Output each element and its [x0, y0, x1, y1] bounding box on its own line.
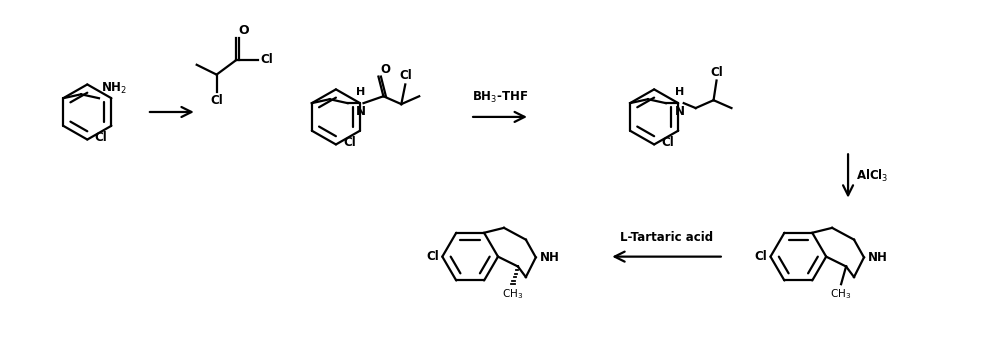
Text: Cl: Cl [755, 250, 768, 263]
Text: Cl: Cl [710, 65, 723, 79]
Text: Cl: Cl [343, 136, 356, 149]
Text: Cl: Cl [427, 250, 439, 263]
Text: Cl: Cl [399, 70, 412, 82]
Text: CH$_3$: CH$_3$ [502, 287, 524, 301]
Text: NH: NH [540, 251, 560, 264]
Text: Cl: Cl [95, 131, 107, 144]
Text: BH$_3$-THF: BH$_3$-THF [472, 90, 528, 105]
Text: NH$_2$: NH$_2$ [101, 81, 127, 96]
Text: L-Tartaric acid: L-Tartaric acid [620, 231, 713, 244]
Text: NH: NH [868, 251, 888, 264]
Text: Cl: Cl [260, 53, 273, 66]
Text: Cl: Cl [210, 94, 223, 107]
Text: Cl: Cl [662, 136, 674, 149]
Text: H: H [356, 87, 365, 97]
Text: CH$_3$: CH$_3$ [830, 287, 852, 301]
Text: O: O [238, 24, 249, 37]
Text: N: N [675, 105, 685, 118]
Text: AlCl$_3$: AlCl$_3$ [856, 168, 888, 184]
Text: N: N [356, 105, 366, 118]
Text: H: H [675, 87, 684, 97]
Text: O: O [380, 63, 390, 75]
